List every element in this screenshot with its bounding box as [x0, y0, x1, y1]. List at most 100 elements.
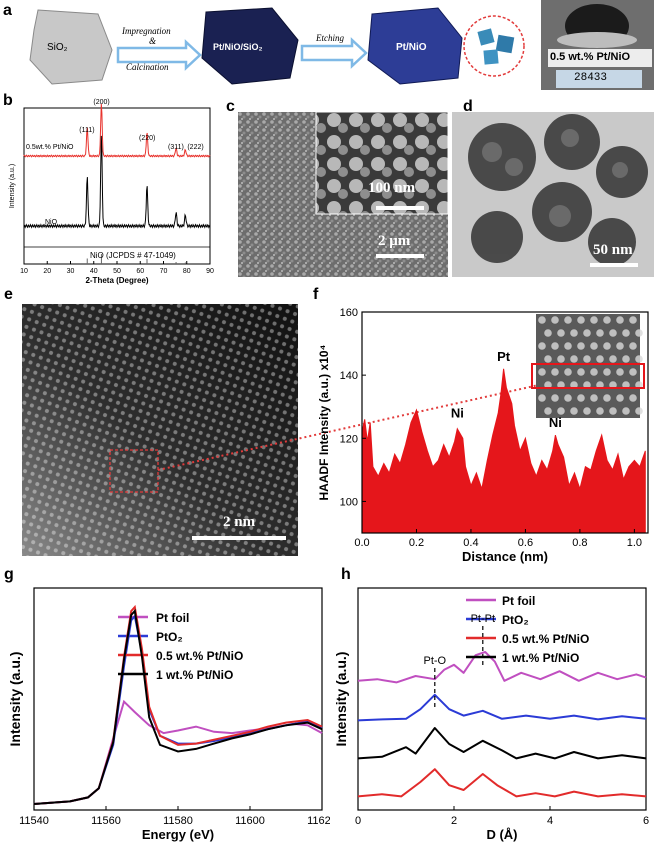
inset-atom — [570, 381, 578, 389]
inset-atom — [564, 316, 572, 324]
reference-label: NiO (JCPDS # 47-1049) — [90, 251, 176, 260]
plot-frame — [357, 587, 647, 811]
x-axis-label: D (Å) — [486, 827, 517, 842]
haadf-profile-chart: 100 120 140 160 0.0 0.2 0.4 0.6 0.8 1.0 Distance (… — [317, 307, 649, 564]
step-calcination: Calcination — [126, 62, 169, 72]
inset-atom — [544, 329, 552, 337]
inset-atom — [622, 355, 630, 363]
inset-atom — [635, 329, 643, 337]
series-line-pt-nio — [23, 103, 211, 158]
inset-atom — [635, 381, 643, 389]
x-tick-label: 90 — [206, 268, 214, 275]
x-tick-label: 80 — [183, 268, 191, 275]
inset-atom — [570, 407, 578, 415]
inset-atom — [609, 407, 617, 415]
sio2-block — [29, 9, 113, 85]
inset-atom — [609, 381, 617, 389]
x-tick-label: 40 — [90, 268, 98, 275]
y-axis-label: HAADF Intensity (a.u.) x10⁴ — [317, 344, 331, 500]
x-tick-label: 30 — [67, 268, 75, 275]
inset-atom — [616, 342, 624, 350]
legend-label: PtO₂ — [156, 630, 183, 644]
inset-atom — [603, 368, 611, 376]
x-tick-label: 0.8 — [572, 537, 587, 549]
peak-label: (111) — [79, 127, 94, 134]
step-etching: Etching — [316, 33, 344, 43]
inset-atom — [609, 329, 617, 337]
pt-nio-block — [367, 7, 463, 85]
legend-label: 1 wt.% Pt/NiO — [156, 668, 233, 682]
series-line — [33, 699, 323, 805]
inset-atom — [557, 329, 565, 337]
y-tick-label: 140 — [340, 370, 358, 382]
peak-label: (311) — [168, 144, 184, 151]
inset-atom — [629, 394, 637, 402]
y-axis-label: Intensity (a.u.) — [333, 652, 349, 747]
inset-atom — [551, 368, 559, 376]
step-and: & — [149, 36, 157, 46]
inset-atom — [635, 407, 643, 415]
y-tick-label: 100 — [340, 496, 358, 508]
inset-atom — [590, 316, 598, 324]
inset-atom — [570, 329, 578, 337]
series-line-nio — [23, 135, 211, 229]
mid-label: Pt/NiO/SiO₂ — [213, 42, 263, 52]
x-axis-label: Distance (nm) — [462, 549, 548, 564]
inset-atom — [577, 368, 585, 376]
legend-label: PtO₂ — [502, 613, 529, 627]
peak-label: (220) — [139, 135, 155, 142]
series-line — [357, 693, 647, 722]
step-impregnation: Impregnation — [122, 26, 171, 36]
inset-atom — [629, 316, 637, 324]
inset-atom — [557, 407, 565, 415]
x-tick-label: 4 — [547, 815, 553, 827]
legend-label: 1 wt.% Pt/NiO — [502, 651, 579, 665]
series-label: NiO — [45, 219, 58, 226]
x-tick-label: 0 — [355, 815, 361, 827]
x-tick-label: 11620 — [307, 815, 330, 827]
inset-atom — [583, 355, 591, 363]
x-tick-label: 20 — [43, 268, 51, 275]
photo-label: 0.5 wt.% Pt/NiO — [550, 51, 631, 63]
series-line — [357, 727, 647, 760]
inset-atom — [596, 329, 604, 337]
inset-atom — [577, 316, 585, 324]
inset-atom — [603, 394, 611, 402]
profile-area — [361, 368, 646, 534]
exafs-chart: Pt foil PtO₂ 0.5 wt.% Pt/NiO 1 wt.% Pt/NiO P… — [333, 587, 649, 842]
inset-atom — [603, 342, 611, 350]
inset-atom — [629, 342, 637, 350]
inset-atom — [583, 407, 591, 415]
x-tick-label: 0.0 — [354, 537, 369, 549]
inset-atom — [551, 342, 559, 350]
inset-atom — [557, 355, 565, 363]
y-axis-label: Intensity (a.u.) — [9, 164, 16, 208]
inset-atom — [596, 355, 604, 363]
sem-scale: 2 μm — [378, 233, 411, 249]
panel-label-d: d — [463, 98, 473, 115]
inset-atom — [544, 355, 552, 363]
inset-atom — [570, 355, 578, 363]
stem-scale: 2 nm — [223, 514, 256, 530]
arrow-etching — [300, 37, 368, 69]
legend-label: Pt foil — [156, 611, 189, 625]
inset-atom — [596, 381, 604, 389]
y-tick-label: 120 — [340, 433, 358, 445]
inset-atom — [564, 394, 572, 402]
peak-annotation: Pt-O — [423, 655, 446, 667]
inset-atom — [538, 316, 546, 324]
inset-atom — [544, 407, 552, 415]
inset-atom — [564, 342, 572, 350]
x-tick-label: 11560 — [91, 815, 121, 827]
inset-atom — [590, 368, 598, 376]
peak-annotation: Pt-Pt — [471, 613, 495, 625]
x-tick-label: 50 — [113, 268, 121, 275]
panel-label-g: g — [4, 566, 14, 583]
legend-label: 0.5 wt.% Pt/NiO — [502, 632, 589, 646]
legend-label: Pt foil — [502, 594, 535, 608]
series-line — [33, 608, 323, 805]
panel-label-h: h — [341, 566, 351, 583]
plot-frame — [361, 311, 649, 534]
peak-label: (200) — [93, 99, 109, 106]
panel-label-f: f — [313, 286, 319, 303]
